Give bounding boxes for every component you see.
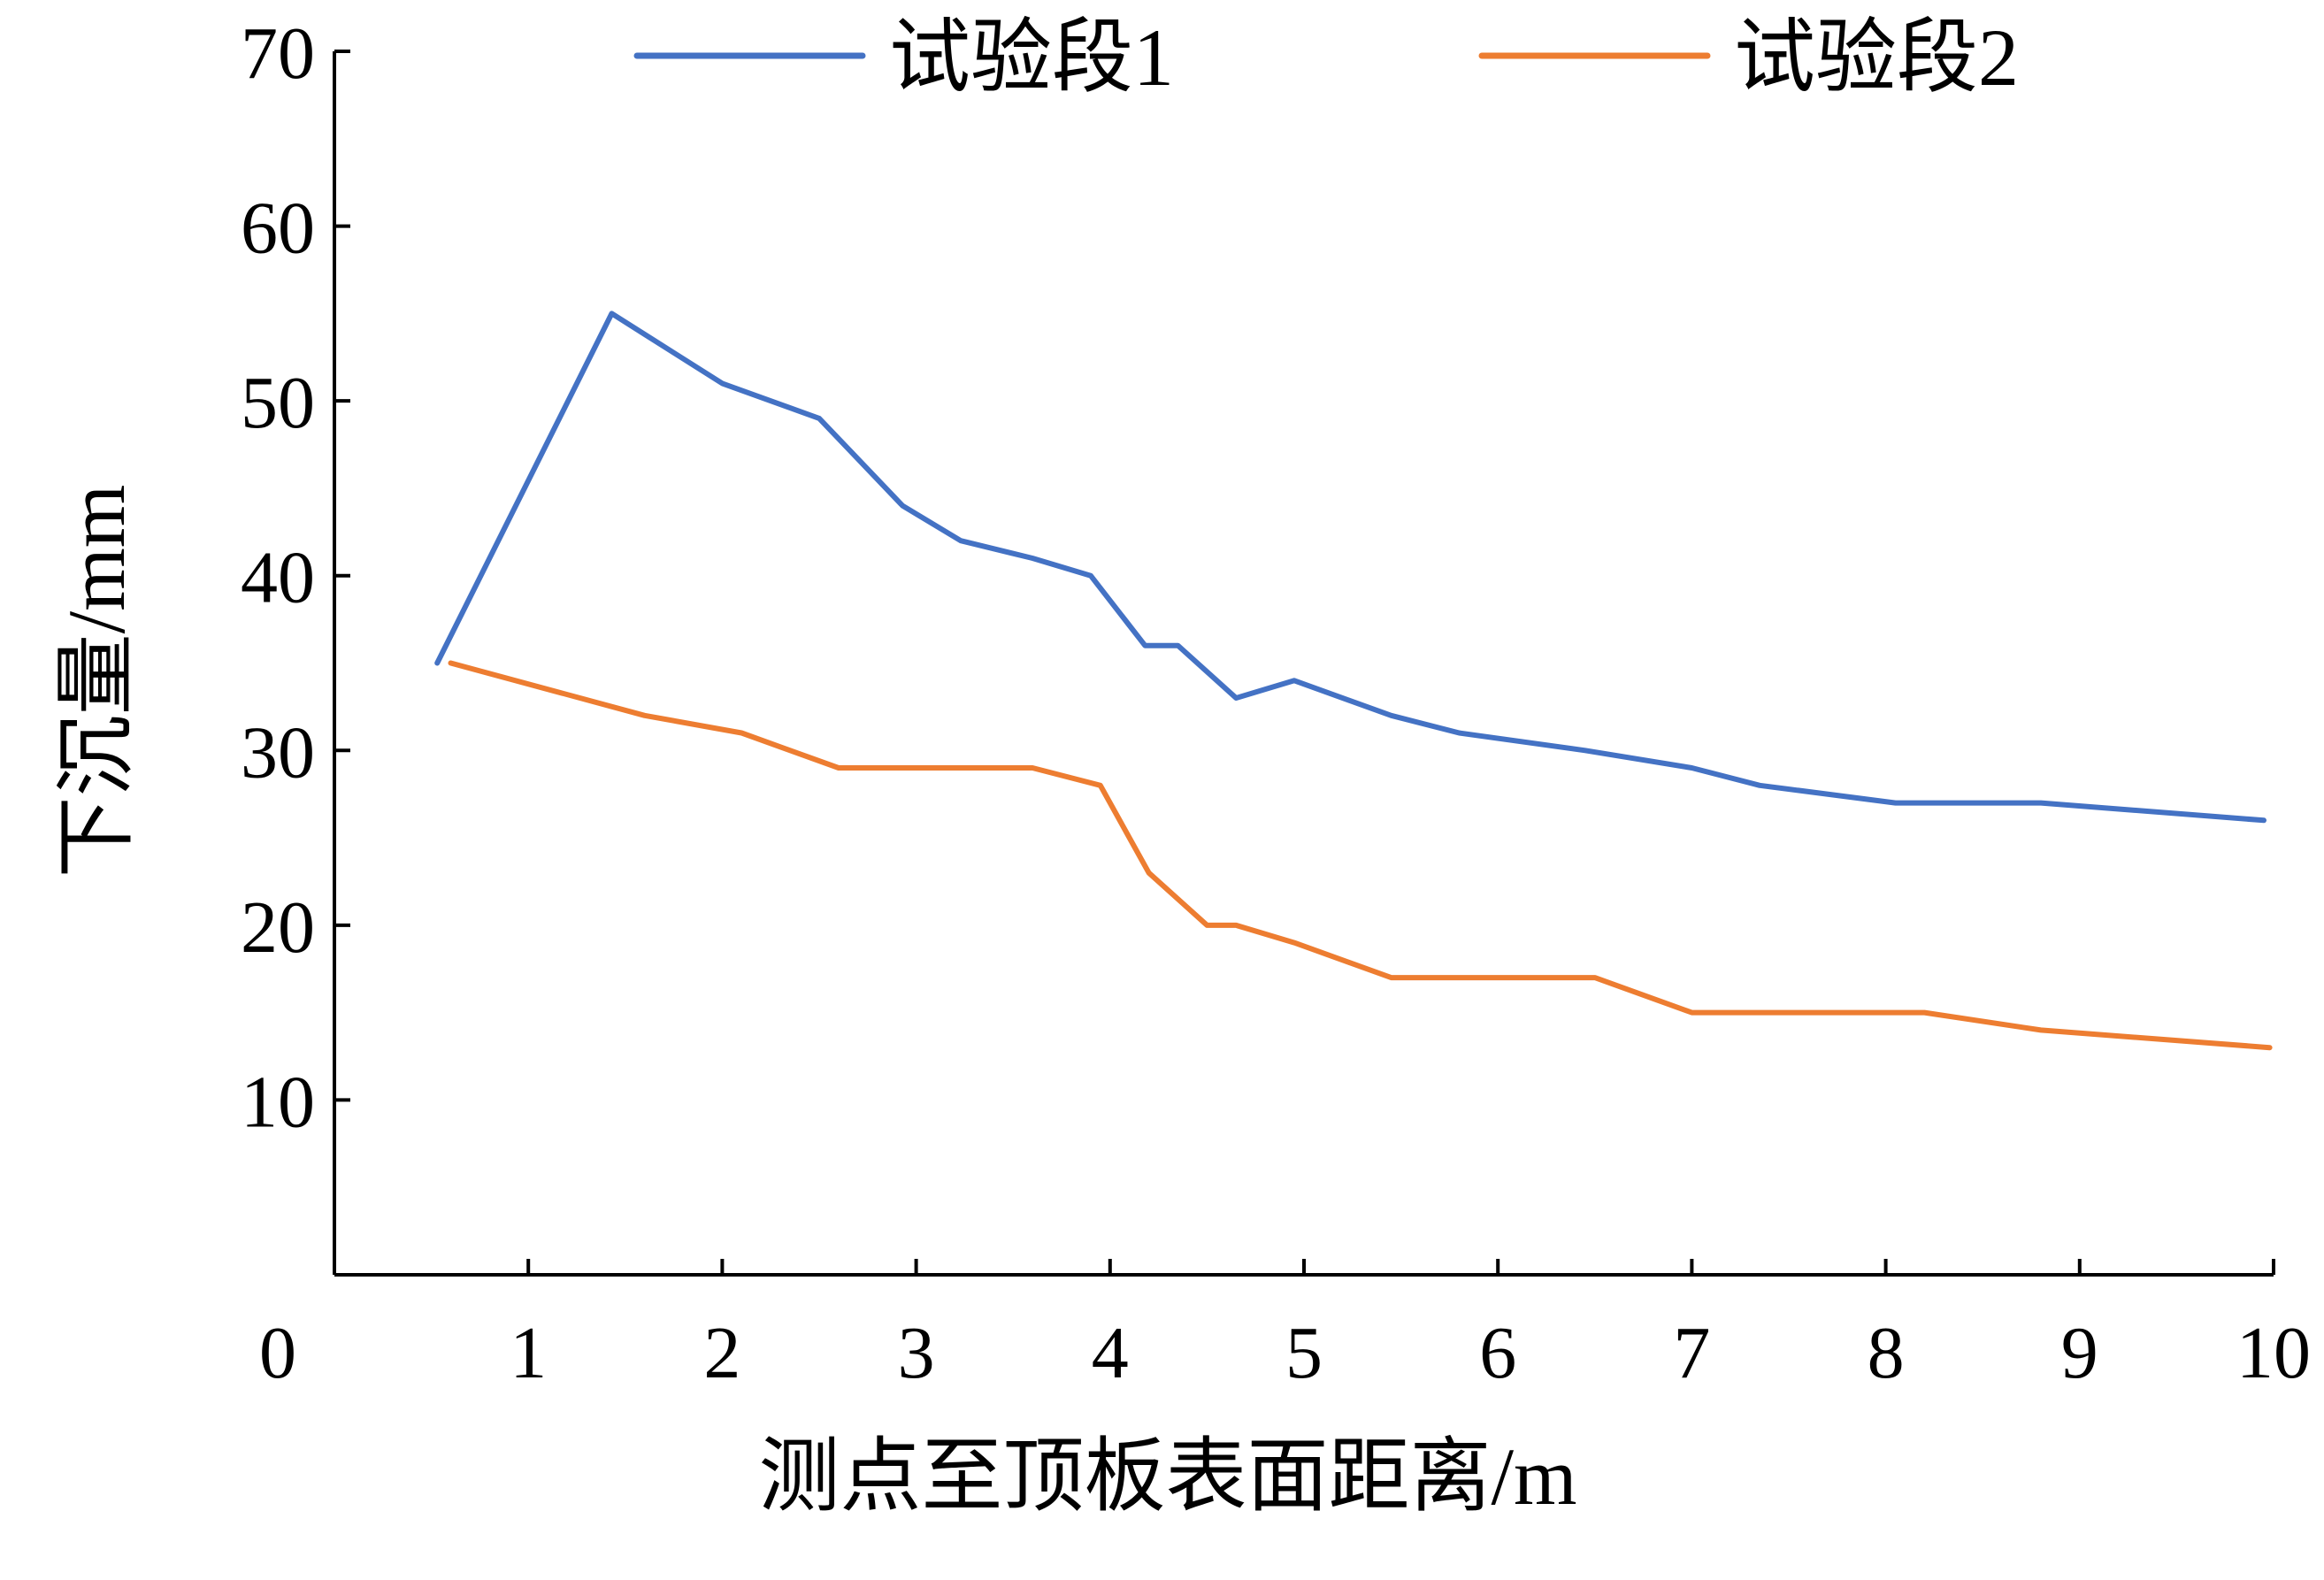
legend-label-series-1: 试验段1 — [889, 12, 1174, 103]
y-axis-title: 下沉量/mm — [51, 485, 142, 878]
x-tick-label: 6 — [1479, 1312, 1516, 1394]
x-tick-label: 3 — [898, 1312, 935, 1394]
x-axis-title: 测点至顶板表面距离/m — [758, 1431, 1576, 1522]
x-tick-label: 10 — [2236, 1312, 2311, 1394]
y-tick-label: 50 — [241, 362, 315, 444]
x-tick-label: 4 — [1092, 1312, 1129, 1394]
x-tick-label: 0 — [259, 1312, 296, 1394]
y-tick-label: 30 — [241, 711, 315, 794]
x-tick-label: 5 — [1285, 1312, 1323, 1394]
x-tick-label: 8 — [1868, 1312, 1905, 1394]
y-ticks: 10 20 30 40 50 60 70 — [241, 12, 350, 1143]
y-tick-label: 40 — [241, 537, 315, 619]
x-tick-label: 2 — [703, 1312, 740, 1394]
y-tick-label: 60 — [241, 188, 315, 270]
series-line-1 — [434, 311, 2266, 824]
y-tick-label: 20 — [241, 886, 315, 969]
legend-label-series-2: 试验段2 — [1734, 12, 2019, 103]
x-ticks: 0 1 2 3 4 5 6 7 8 9 10 — [259, 1259, 2311, 1394]
x-tick-label: 9 — [2061, 1312, 2098, 1394]
y-tick-label: 10 — [241, 1061, 315, 1143]
series-line-2 — [448, 660, 2273, 1051]
y-tick-label: 70 — [241, 12, 315, 95]
axes — [333, 51, 2274, 1277]
x-tick-label: 1 — [510, 1312, 547, 1394]
series-group — [434, 311, 2273, 1051]
x-tick-label: 7 — [1673, 1312, 1710, 1394]
legend: 试验段1 试验段2 — [633, 12, 2019, 103]
